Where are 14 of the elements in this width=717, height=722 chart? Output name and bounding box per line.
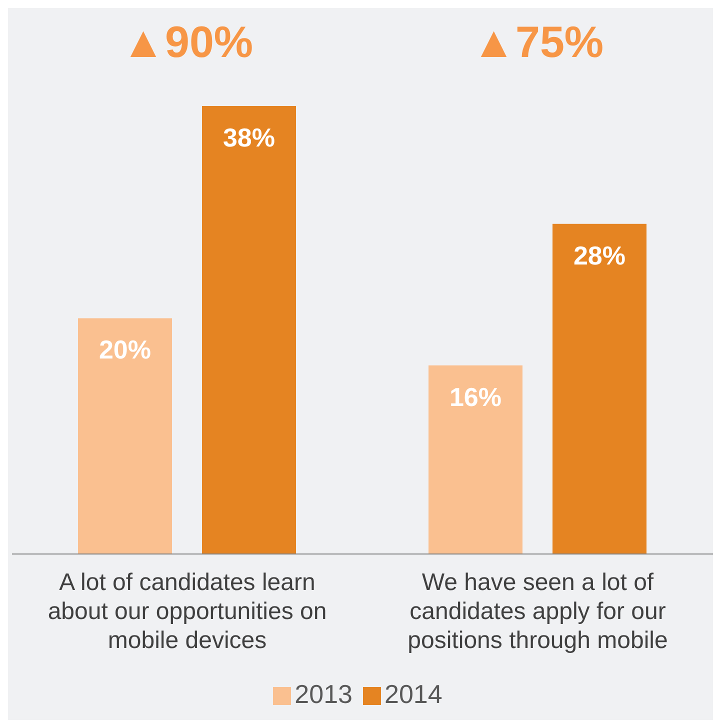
data-label: 20% [98,334,152,365]
data-label: 38% [222,122,276,152]
legend-label: 2013 [294,679,352,709]
bar [202,106,296,554]
x-tick-label: We have seen a lot of candidates apply for our positions through mobile [408,569,668,654]
legend-label: 2014 [384,679,442,709]
bar [78,318,172,554]
bar [428,365,522,554]
x-tick-label: A lot of candidates learn about our opportunities on mobile devices [48,569,327,654]
text: ▲75% [470,18,605,68]
bar [552,224,646,554]
data-label: 28% [573,240,626,270]
text: ▲90% [120,18,254,68]
data-label: 16% [449,382,502,412]
